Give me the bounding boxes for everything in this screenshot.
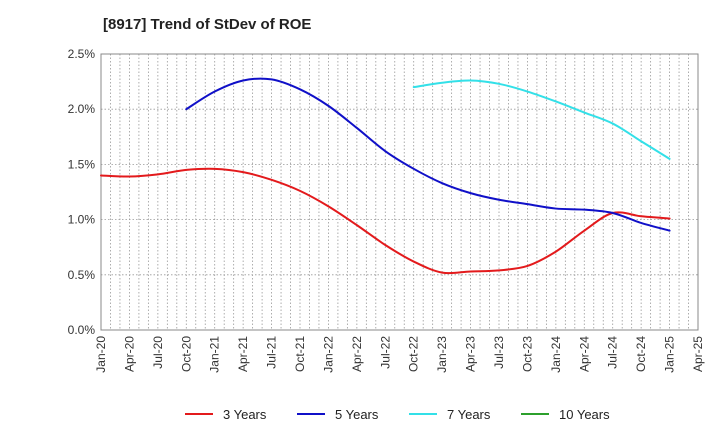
x-tick-label: Jan-21 <box>208 336 222 373</box>
legend-label: 5 Years <box>335 407 379 422</box>
x-tick-label: Apr-24 <box>577 336 591 372</box>
y-tick-label: 2.0% <box>68 102 96 116</box>
series-line-3-years <box>100 167 671 275</box>
x-tick-label: Jan-25 <box>663 336 677 373</box>
x-tick-label: Apr-23 <box>464 336 478 372</box>
x-tick-label: Oct-23 <box>520 336 534 372</box>
axes: 0.0% 0.5% 1.0% 1.5% 2.0% 2.5% Jan-20 Apr-20 Jul-… <box>68 47 705 373</box>
y-tick-label: 1.0% <box>68 213 96 227</box>
x-tick-label: Apr-21 <box>236 336 250 372</box>
x-tick-label: Jul-22 <box>378 336 392 369</box>
x-tick-label: Jan-20 <box>94 336 108 373</box>
x-tick-label: Apr-22 <box>350 336 364 372</box>
x-tick-label: Apr-25 <box>691 336 705 372</box>
legend-label: 10 Years <box>559 407 610 422</box>
x-tick-label: Oct-24 <box>634 336 648 372</box>
x-tick-label: Apr-20 <box>122 336 136 372</box>
series-line-5-years <box>185 77 671 232</box>
series-line-7-years <box>412 79 671 160</box>
y-tick-label: 2.5% <box>68 47 96 61</box>
x-tick-label: Jul-20 <box>151 336 165 369</box>
x-tick-label: Jan-24 <box>549 336 563 373</box>
x-tick-label: Oct-20 <box>179 336 193 372</box>
legend-label: 7 Years <box>447 407 491 422</box>
x-tick-label: Jan-23 <box>435 336 449 373</box>
plot-border <box>100 53 699 331</box>
legend-label: 3 Years <box>223 407 267 422</box>
y-tick-label: 0.0% <box>68 323 96 337</box>
y-tick-label: 0.5% <box>68 268 96 282</box>
x-tick-label: Jan-22 <box>321 336 335 373</box>
series-layer <box>100 77 671 275</box>
chart-title: [8917] Trend of StDev of ROE <box>103 16 311 33</box>
x-tick-label: Oct-22 <box>407 336 421 372</box>
x-tick-label: Jul-23 <box>492 336 506 369</box>
plot-area <box>101 54 698 330</box>
x-tick-label: Jul-24 <box>606 336 620 369</box>
y-tick-label: 1.5% <box>68 157 96 171</box>
x-tick-label: Jul-21 <box>265 336 279 369</box>
x-tick-label: Oct-21 <box>293 336 307 372</box>
legend: 3 Years 5 Years 7 Years 10 Years <box>185 407 610 422</box>
